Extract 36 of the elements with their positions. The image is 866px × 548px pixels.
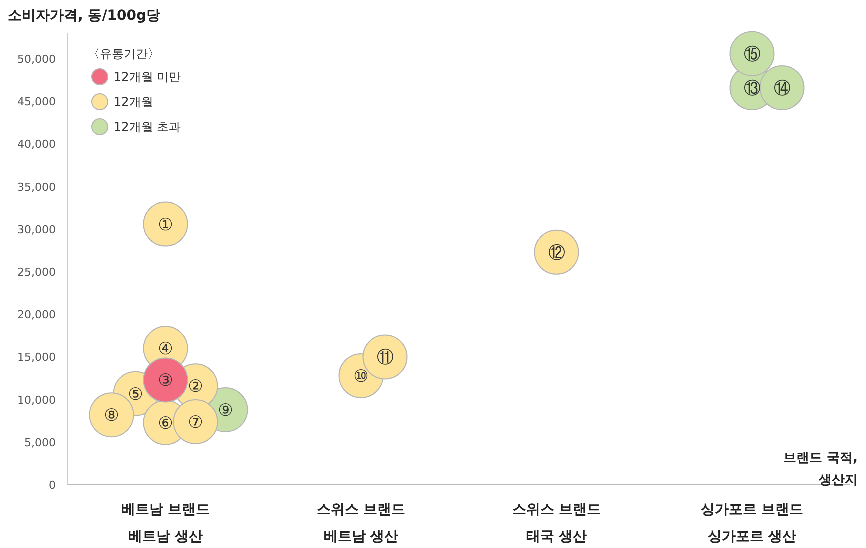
y-tick-label: 40,000 [18,138,56,152]
x-tick-label: 싱가포르 브랜드 싱가포르 생산 [700,502,804,545]
annotation: ⑪ [376,348,394,368]
annotation: ① [158,215,174,236]
y-tick-label: 20,000 [18,308,56,322]
annotation: ② [188,377,204,398]
x-tick-label: 스위스 브랜드 태국 생산 [512,502,602,545]
x-axis-title: 브랜드 국적, 생산지 [784,451,858,488]
annotation: ⑮ [744,44,761,65]
x-tick-label: 스위스 브랜드 베트남 생산 [316,502,406,545]
annotation: ⑩ [354,366,369,387]
y-tick-label: 5,000 [24,436,56,450]
annotation: ⑤ [128,384,144,405]
y-axis-title: 소비자가격, 동/100g당 [8,8,161,24]
annotation: ⑧ [104,406,120,426]
legend-label: 12개월 초과 [114,120,182,134]
annotation: ④ [158,340,174,360]
legend-title: 〈유통기간〉 [88,47,160,61]
y-tick-label: 25,000 [18,266,56,279]
y-tick-label: 35,000 [18,180,56,194]
annotation: ⑭ [774,78,791,99]
y-tick-label: 50,000 [18,53,56,66]
y-tick-label: 45,000 [18,96,56,109]
legend-label: 12개월 미만 [114,70,182,84]
y-tick-label: 15,000 [18,351,56,364]
y-tick-label: 10,000 [18,394,56,407]
annotation: ③ [158,371,174,392]
y-tick-label: 0 [49,479,56,492]
legend-label: 12개월 [114,95,154,109]
annotation: ⑨ [218,401,234,422]
annotation: ⑫ [548,243,566,264]
annotation: ⑦ [188,412,204,433]
x-tick-label: 베트남 브랜드 베트남 생산 [121,502,210,545]
annotation: ⑥ [158,414,174,434]
annotation: ⑬ [744,78,761,99]
y-tick-label: 30,000 [18,223,56,236]
